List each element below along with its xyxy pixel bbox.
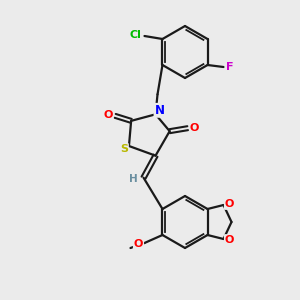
Text: O: O bbox=[190, 123, 200, 133]
Text: O: O bbox=[225, 235, 234, 245]
Text: N: N bbox=[154, 104, 164, 117]
Text: O: O bbox=[103, 110, 113, 120]
Text: O: O bbox=[134, 239, 143, 249]
Text: Cl: Cl bbox=[130, 30, 141, 40]
Text: F: F bbox=[226, 62, 233, 72]
Text: H: H bbox=[129, 174, 138, 184]
Text: O: O bbox=[225, 199, 234, 209]
Text: S: S bbox=[120, 144, 128, 154]
